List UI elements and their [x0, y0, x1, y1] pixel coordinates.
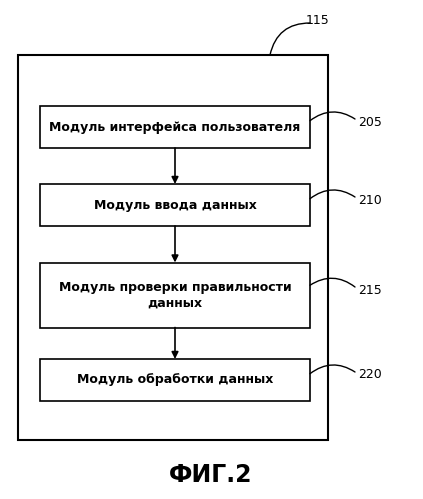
Text: 210: 210: [358, 194, 382, 207]
FancyBboxPatch shape: [40, 106, 310, 148]
Text: 220: 220: [358, 368, 382, 382]
FancyBboxPatch shape: [40, 184, 310, 226]
Text: Модуль ввода данных: Модуль ввода данных: [93, 199, 256, 212]
FancyBboxPatch shape: [40, 359, 310, 401]
FancyBboxPatch shape: [40, 262, 310, 327]
Text: 115: 115: [306, 13, 330, 26]
Text: Модуль проверки правильности
данных: Модуль проверки правильности данных: [59, 280, 291, 309]
FancyBboxPatch shape: [18, 55, 328, 440]
Text: 215: 215: [358, 283, 382, 296]
Text: Модуль обработки данных: Модуль обработки данных: [77, 373, 273, 387]
Text: 205: 205: [358, 115, 382, 129]
Text: ФИГ.2: ФИГ.2: [169, 463, 253, 487]
Text: Модуль интерфейса пользователя: Модуль интерфейса пользователя: [49, 120, 301, 134]
